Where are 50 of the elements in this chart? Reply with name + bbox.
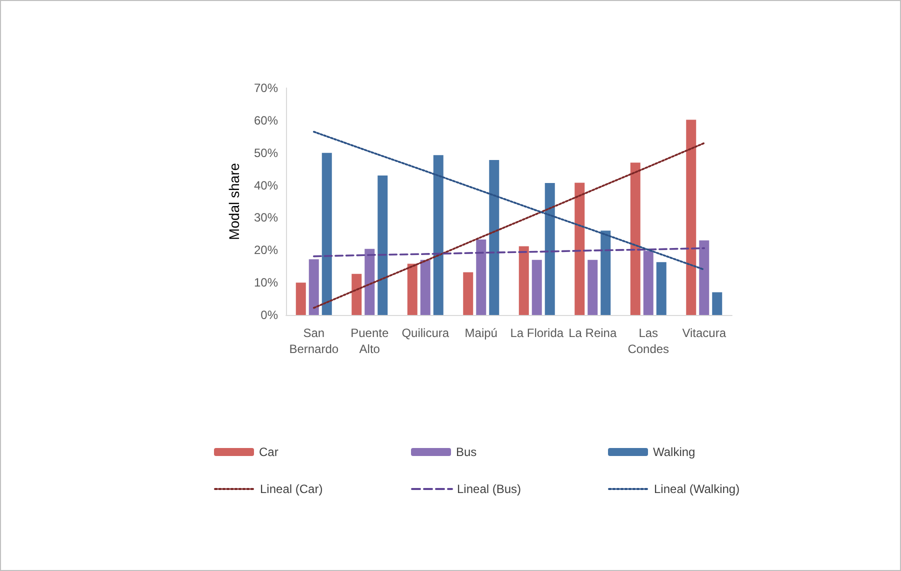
- line-series: [312, 130, 706, 270]
- y-tick-label: 0%: [260, 308, 278, 322]
- bar: [532, 260, 542, 315]
- bar: [489, 160, 500, 315]
- legend-label: Bus: [456, 445, 477, 459]
- x-tick-label: Vitacura: [682, 326, 726, 340]
- bar: [518, 246, 529, 315]
- bar: [364, 248, 375, 315]
- y-tick-label: 60%: [254, 113, 278, 128]
- y-axis-title: Modal share: [226, 162, 242, 240]
- bar: [686, 120, 696, 315]
- bar: [574, 182, 585, 315]
- bar: [420, 260, 430, 315]
- bar: [322, 152, 332, 315]
- line-series: [312, 247, 706, 258]
- legend-label: Lineal (Walking): [654, 482, 740, 496]
- bar: [656, 262, 666, 315]
- legend-label: Car: [259, 445, 278, 459]
- x-tick-label: Maipú: [464, 326, 498, 340]
- x-tick-label: La Reina: [568, 326, 617, 340]
- bar: [588, 260, 598, 315]
- x-tick-label: Puente Alto: [350, 326, 389, 356]
- bar: [699, 240, 710, 315]
- bar: [433, 155, 444, 315]
- x-tick-label: San Bernardo: [289, 326, 339, 356]
- bar: [296, 282, 306, 315]
- x-tick-label: Quilicura: [402, 326, 450, 340]
- bar: [378, 176, 388, 315]
- y-tick-label: 70%: [254, 81, 278, 95]
- legend-label: Lineal (Car): [260, 482, 323, 496]
- y-tick-label: 10%: [254, 276, 278, 290]
- legend-label: Walking: [653, 445, 696, 459]
- legend-label: Lineal (Bus): [457, 482, 522, 496]
- y-tick-label: 50%: [254, 146, 278, 160]
- line-series: [312, 142, 706, 309]
- bar: [600, 230, 611, 315]
- bar: [643, 250, 654, 315]
- y-tick-label: 40%: [254, 178, 278, 192]
- bar: [407, 264, 418, 315]
- x-tick-label: Las Condes: [628, 326, 670, 356]
- bar: [476, 239, 486, 315]
- bar: [352, 274, 362, 315]
- x-tick-label: La Florida: [510, 326, 564, 340]
- bar: [630, 162, 640, 315]
- bar: [712, 292, 722, 315]
- y-tick-label: 20%: [254, 243, 278, 258]
- bar: [463, 272, 474, 315]
- bar: [308, 259, 319, 315]
- y-tick-label: 30%: [254, 210, 278, 225]
- bar: [544, 183, 555, 315]
